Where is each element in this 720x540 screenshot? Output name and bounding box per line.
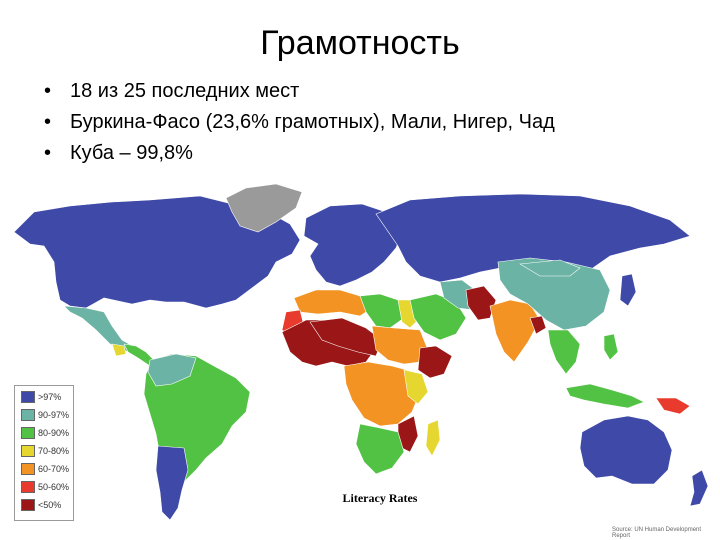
- maghreb-region: [293, 289, 373, 317]
- guatemala-region: [111, 343, 127, 357]
- map-legend: >97% 90-97% 80-90% 70-80% 60-70% 50-60% …: [14, 385, 74, 521]
- pakistan-afghanistan-region: [465, 285, 497, 321]
- libya-region: [359, 293, 405, 329]
- legend-label: 80-90%: [38, 428, 70, 438]
- southern-cone-region: [155, 445, 189, 521]
- legend-item: 80-90%: [21, 426, 69, 440]
- legend-label: 70-80%: [38, 446, 70, 456]
- legend-item: >97%: [21, 390, 61, 404]
- bullet-list: • 18 из 25 последних мест • Буркина-Фасо (…: [40, 76, 555, 169]
- bullet-dot-icon: •: [44, 80, 52, 102]
- bullet-text: 18 из 25 последних мест: [70, 80, 300, 102]
- bullet-text: Буркина-Фасо (23,6% грамотных), Мали, Ни…: [70, 111, 555, 133]
- legend-swatch: [21, 481, 35, 493]
- legend-swatch: [21, 427, 35, 439]
- legend-label: 60-70%: [38, 464, 70, 474]
- arabia-region: [409, 293, 467, 341]
- png-region: [655, 397, 691, 415]
- north-america-region: [13, 195, 301, 309]
- legend-label: <50%: [38, 500, 62, 510]
- bullet-dot-icon: •: [44, 142, 52, 164]
- map-caption: Literacy Rates: [342, 491, 418, 505]
- bullet-item: • Куба – 99,8%: [40, 138, 555, 169]
- legend-swatch: [21, 499, 35, 511]
- australia-region: [579, 415, 673, 485]
- bullet-item: • Буркина-Фасо (23,6% грамотных), Мали, Н…: [40, 107, 555, 138]
- mongolia-region: [519, 259, 581, 277]
- legend-swatch: [21, 409, 35, 421]
- legend-swatch: [21, 391, 35, 403]
- east-africa-region: [403, 369, 429, 405]
- russia-region: [375, 193, 691, 283]
- japan-region: [619, 273, 637, 307]
- map-source: Source: UN Human Development Report: [612, 527, 702, 539]
- bangladesh-region: [529, 315, 547, 335]
- new-zealand-region: [689, 469, 709, 507]
- southeast-asia-region: [547, 329, 581, 375]
- legend-item: 70-80%: [21, 444, 69, 458]
- legend-swatch: [21, 463, 35, 475]
- legend-label: >97%: [38, 392, 62, 402]
- legend-label: 50-60%: [38, 482, 70, 492]
- madagascar-region: [425, 419, 441, 457]
- india-region: [489, 299, 541, 363]
- slide-title: Грамотность: [260, 24, 460, 62]
- central-africa-region: [343, 361, 421, 427]
- legend-item: <50%: [21, 498, 61, 512]
- greenland-region: [225, 183, 303, 233]
- europe-region: [303, 203, 405, 287]
- legend-item: 50-60%: [21, 480, 69, 494]
- bullet-item: • 18 из 25 последних мест: [40, 76, 555, 107]
- colombia-venezuela-region: [147, 353, 197, 387]
- china-region: [497, 257, 611, 331]
- bullet-dot-icon: •: [44, 111, 52, 133]
- bullet-text: Куба – 99,8%: [70, 142, 193, 164]
- legend-item: 60-70%: [21, 462, 69, 476]
- philippines-region: [603, 333, 619, 361]
- indonesia-region: [565, 383, 645, 409]
- horn-of-africa-region: [417, 345, 453, 379]
- legend-label: 90-97%: [38, 410, 70, 420]
- mali-niger-region: [309, 317, 383, 357]
- legend-swatch: [21, 445, 35, 457]
- world-literacy-map: [13, 183, 709, 521]
- legend-item: 90-97%: [21, 408, 69, 422]
- southern-africa-region: [355, 423, 405, 475]
